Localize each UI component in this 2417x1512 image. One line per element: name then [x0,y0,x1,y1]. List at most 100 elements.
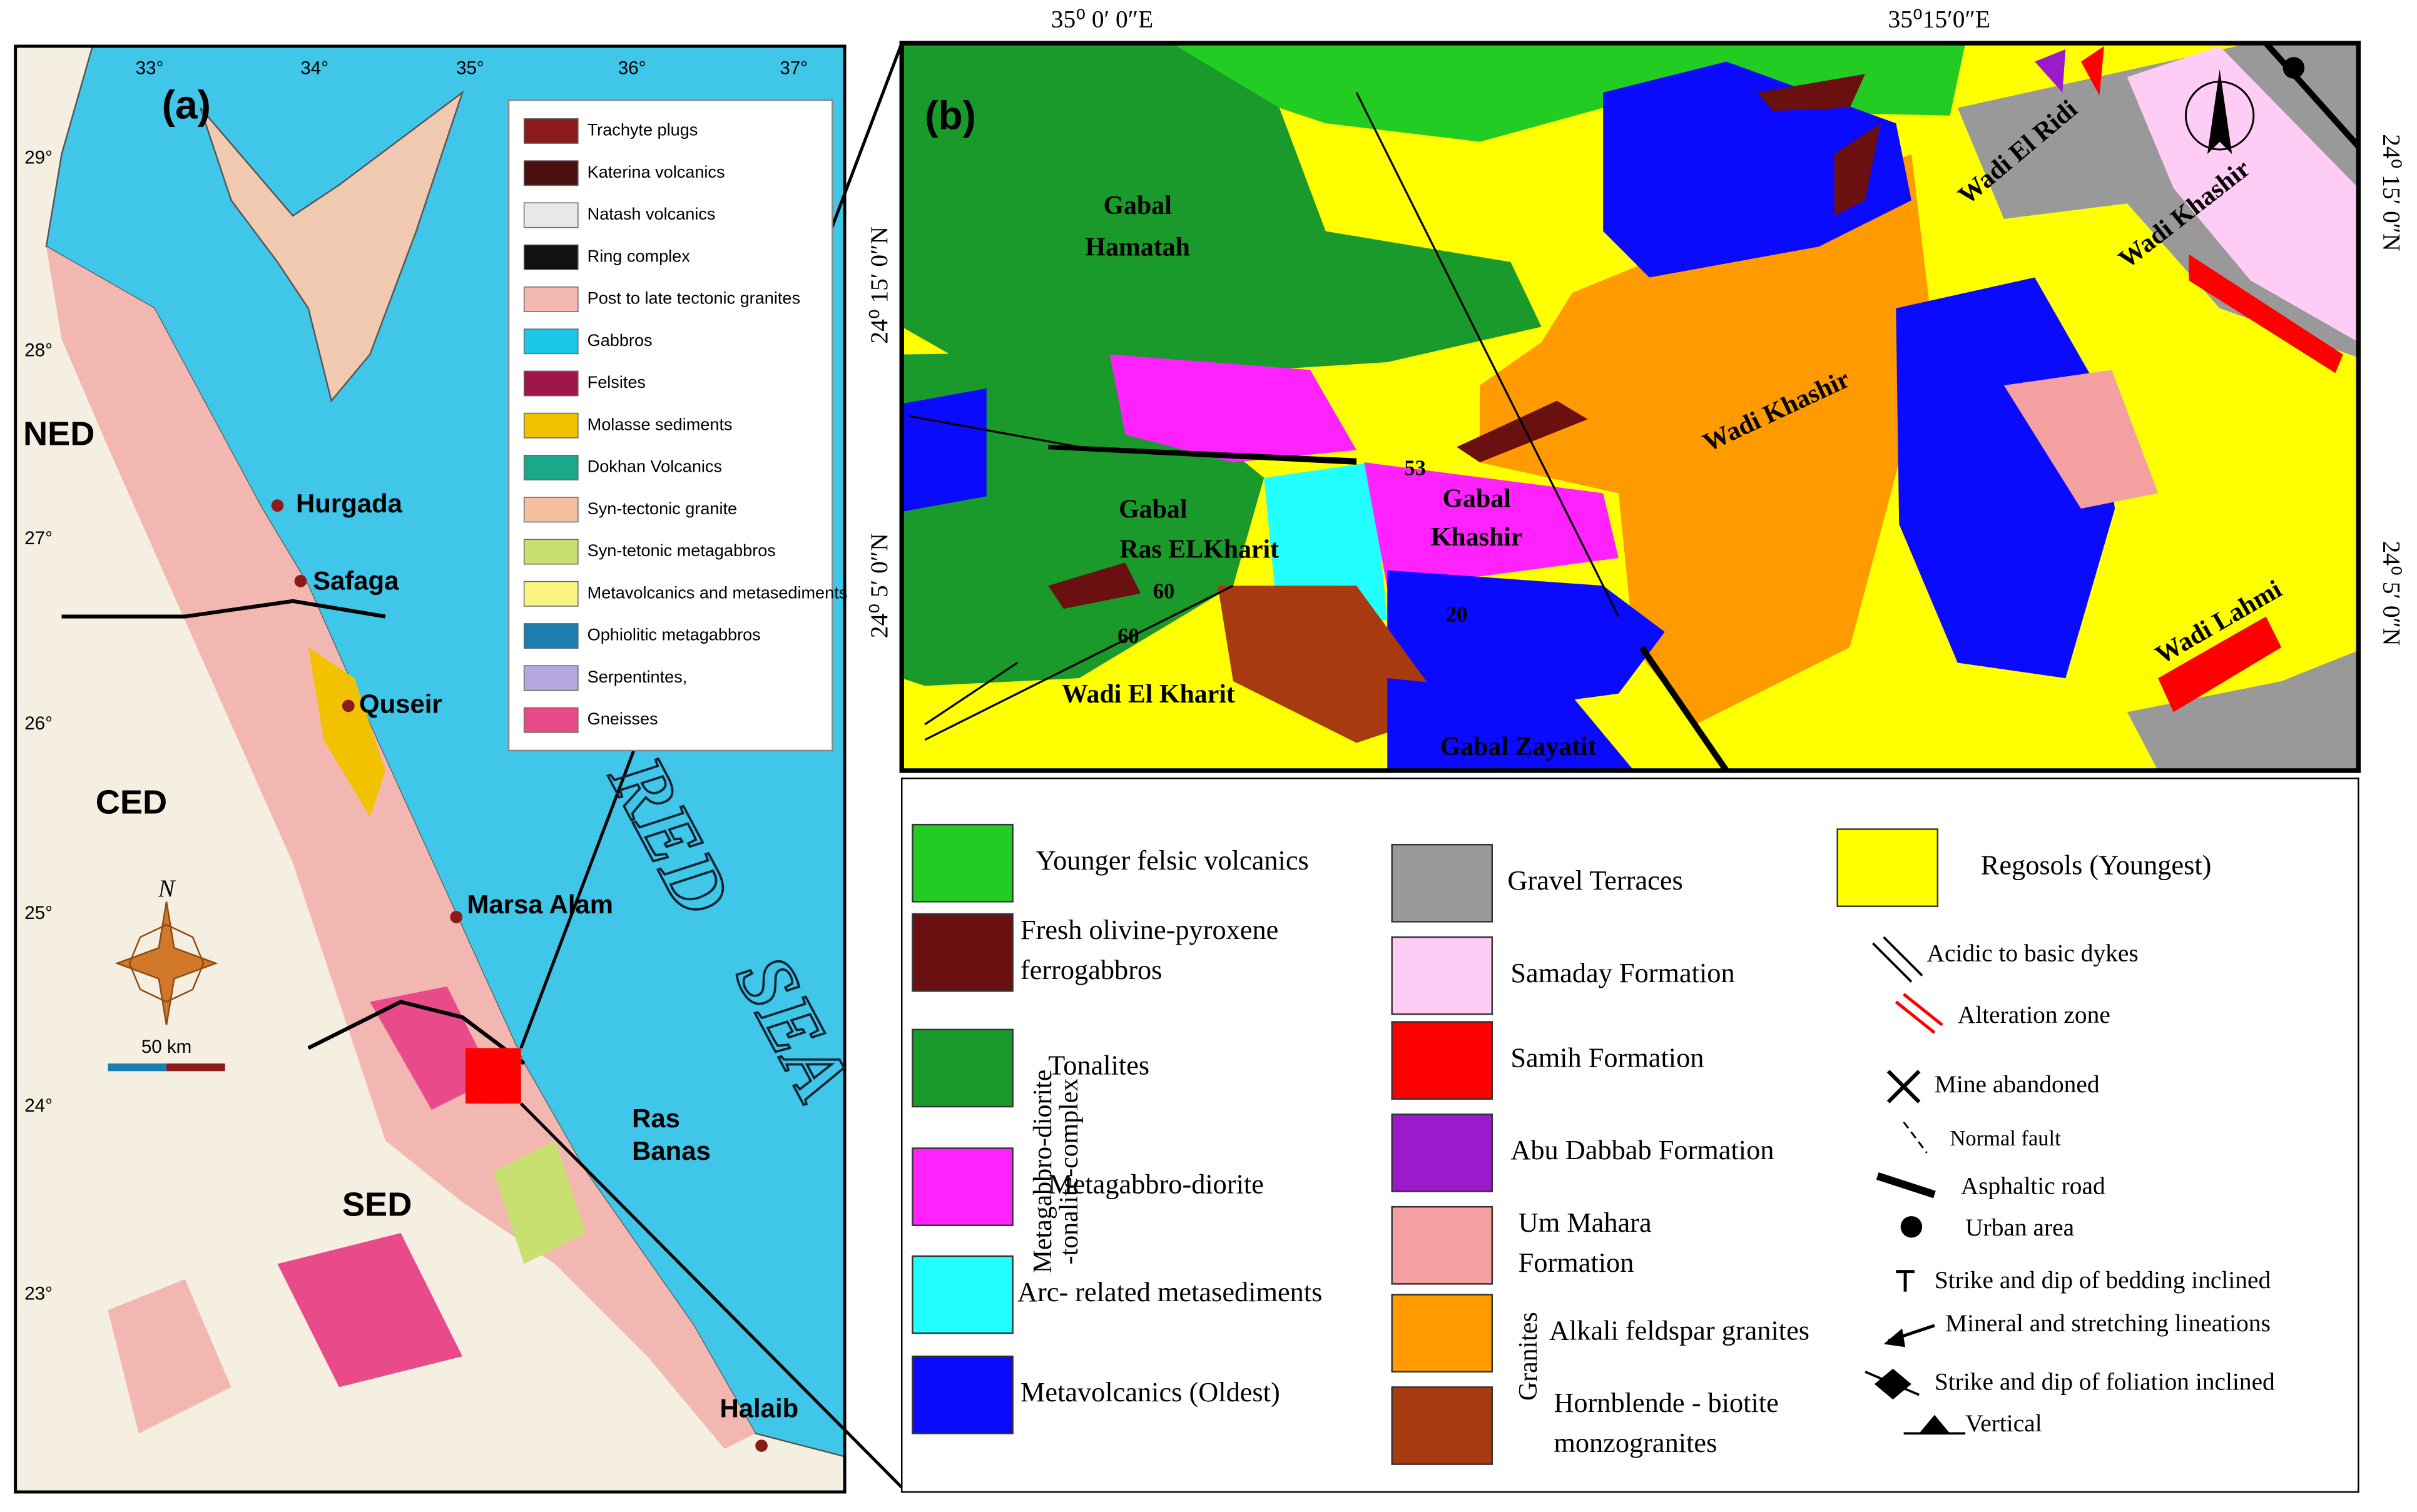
place-label: Gabal [1103,191,1171,220]
symbol-label: Mine abandoned [1935,1070,2100,1098]
symbol [1919,1414,1950,1434]
legend-label: Regosols (Youngest) [1981,849,2212,880]
legend-label: Molasse sediments [588,414,733,434]
border [307,1000,526,1065]
map-unit [2158,616,2282,713]
symbol-label: Acidic to basic dykes [1927,940,2139,967]
gneiss-patch [277,1233,463,1388]
legend-swatch [523,202,579,228]
legend-label: Alkali feldspar granites [1549,1314,1809,1346]
granite-patch [108,1279,232,1434]
line [1903,1121,1928,1154]
map-unit [1757,74,1866,111]
legend-label: Metavolcanics and metasediments [588,582,848,602]
legend-label: Abu Dabbab Formation [1510,1134,1774,1165]
legend-swatch [523,581,579,607]
legend-label: Felsites [588,372,646,392]
place-label: Hamatah [1085,233,1189,262]
legend-label: Ring complex [588,246,691,265]
legend-label: Syn-tectonic granite [588,499,737,518]
legend-swatch [1391,1205,1493,1285]
legend-swatch [523,118,579,144]
legend-frame [901,777,2359,1493]
lat-tick: 29° [24,148,53,168]
legend-label: Natash volcanics [588,204,716,223]
legend-swatch [912,913,1014,992]
legend-label: Formation [1519,1247,1634,1278]
lat-tick: 26° [24,713,53,734]
panel-frame [14,44,847,1494]
lat-tick: 24⁰ 5′ 0″N [2378,541,2406,646]
border [61,599,386,619]
symbol-label: Mineral and stretching lineations [1945,1309,2271,1337]
line [519,1102,903,1489]
map-unit [1603,61,1911,278]
lat-tick: 24⁰ 15′ 0″N [865,226,893,344]
town-label: Marsa Alam [467,890,613,919]
town-label: Safaga [313,566,399,595]
legend-swatch [523,623,579,649]
place-label: Gabal Zayatit [1440,733,1597,761]
symbol [1883,1328,1906,1347]
legend-label: Samih Formation [1510,1042,1704,1073]
line [924,662,1018,726]
lon-tick: 34° [300,58,328,79]
map-unit [1387,678,1634,771]
symbol [1874,1368,1911,1400]
legend-swatch [523,287,579,312]
legend-swatch [523,412,579,439]
map-unit [1048,562,1141,609]
compass-arrow [2207,69,2232,155]
line [1355,92,1620,617]
legend-swatch [523,707,579,733]
legend-swatch [912,1255,1014,1334]
line [2263,41,2361,149]
legend-swatch [523,244,579,270]
lon-tick: 36° [618,58,646,79]
symbol-label: Strike and dip of bedding inclined [1935,1266,2271,1294]
town-dot [294,575,307,587]
urban-area [2282,57,2305,79]
map-unit [1387,570,1665,713]
map-unit [1109,354,1357,463]
sinai [200,90,464,403]
symbol-label: Urban area [1965,1214,2074,1241]
town-dot [271,499,284,512]
legend-swatch [1391,936,1493,1015]
panel-label: (a) [162,82,211,127]
place-label: Wadi El Kharit [1062,680,1235,709]
map-unit [902,388,987,512]
legend-label: Metagabbro-diorite [1048,1168,1264,1199]
legend-swatch [523,539,579,565]
symbol-label: Asphaltic road [1961,1172,2105,1200]
north-label: N [158,875,176,902]
lon-tick: 33° [136,58,164,79]
place-label: 53 [1404,456,1425,480]
legend-label: monzogranites [1554,1427,1717,1458]
lat-tick: 24⁰ 15′ 0″N [2378,134,2406,251]
map-unit [2003,370,2159,509]
symbol-label: Normal fault [1950,1127,2062,1150]
symbol [1900,1215,1923,1238]
line [924,584,1234,741]
legend-swatch [523,160,579,186]
legend-label: Metavolcanics (Oldest) [1020,1376,1280,1408]
place-label: Khashir [1431,523,1523,552]
lon-tick: 35⁰ 0′ 0″E [1051,6,1153,33]
legend-label: Samaday Formation [1510,957,1734,988]
town-dot [450,911,463,923]
lon-tick: 35⁰15′0″E [1888,6,1990,33]
legend-label: Post to late tectonic granites [588,288,800,308]
line [1639,646,1729,773]
legend-label: Serpentintes, [588,667,688,686]
place-label: Ras ELKharit [1119,535,1279,564]
place-label: 60 [1117,624,1139,648]
legend-swatch [1836,828,1939,907]
lat-tick: 25° [24,903,53,923]
line [1903,993,1943,1027]
legend-label: Tonalites [1048,1050,1149,1081]
north-star [128,923,205,1003]
map-unit [1364,462,1619,589]
